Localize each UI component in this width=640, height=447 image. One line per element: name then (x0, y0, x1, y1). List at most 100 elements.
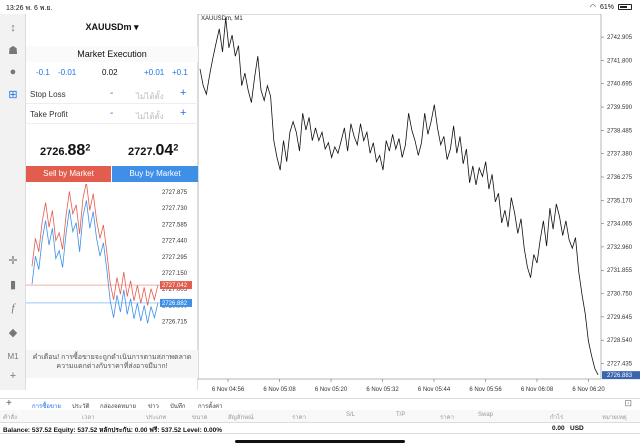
execution-type[interactable]: Market Execution (26, 46, 198, 62)
price-line (199, 18, 599, 375)
volume-plus-large[interactable]: +0.1 (172, 68, 188, 77)
volume-plus-small[interactable]: +0.01 (144, 68, 165, 77)
chat-icon[interactable]: ● (9, 66, 17, 78)
col-tp: T/P (396, 412, 406, 418)
col-swap: Swap (478, 412, 494, 418)
person-add-icon[interactable]: ☗ (8, 44, 18, 57)
tick-axis-label: 2727.585 (162, 222, 188, 228)
price-chart[interactable]: 2742.905 2741.800 2740.695 2739.590 2738.485… (197, 13, 640, 398)
y-tick-label: 2741.800 (607, 58, 633, 64)
y-tick-label: 2742.905 (607, 35, 633, 41)
table-header: คำสั่ง เวลา ประเภท ขนาด สัญลักษณ์ ราคา S… (0, 410, 640, 422)
stop-loss-field: Stop Loss - ไม่ได้ตั้ง + (26, 86, 198, 104)
tool-sidebar: ↕ ☗ ● ⊞ ✛ ▮ f ◆ M1 + (0, 14, 26, 390)
col-type: ประเภท (146, 415, 167, 421)
bid-price-label: 2726.882 (162, 301, 188, 307)
x-tick-label: 6 Nov 06:20 (572, 387, 605, 393)
y-tick-label: 2728.540 (607, 338, 633, 344)
y-tick-label: 2732.960 (607, 245, 633, 251)
tick-axis-label: 2727.730 (162, 206, 188, 212)
take-profit-minus[interactable]: - (110, 108, 114, 119)
x-tick-label: 6 Nov 05:20 (315, 387, 348, 393)
stop-loss-label: Stop Loss (30, 90, 66, 99)
sell-price: 2726.882 (40, 142, 91, 159)
battery-level: 61% (599, 3, 614, 11)
buy-button[interactable]: Buy by Market (112, 166, 198, 182)
col-size: ขนาด (192, 415, 208, 421)
indicators-icon[interactable]: f (11, 302, 15, 314)
buy-price: 2727.042 (128, 142, 179, 159)
status-bar: 13:26 พ. 6 พ.ย. ◠ 61% (0, 0, 640, 14)
tick-axis-label: 2726.715 (162, 320, 188, 326)
tick-chart: 2727.875 2727.730 2727.585 2727.440 2727.295… (26, 184, 192, 326)
stop-loss-input[interactable]: ไม่ได้ตั้ง (136, 92, 164, 101)
total-profit: 0.00 (552, 425, 565, 432)
bid-line (31, 200, 159, 324)
tab-mailbox[interactable]: กล่องจดหมาย (100, 404, 137, 410)
tick-axis-label: 2727.005 (162, 287, 188, 293)
y-tick-label: 2731.855 (607, 268, 633, 274)
add-icon[interactable]: + (9, 370, 17, 382)
x-tick-label: 6 Nov 06:08 (521, 387, 554, 393)
take-profit-input[interactable]: ไม่ได้ตั้ง (136, 112, 164, 121)
take-profit-plus[interactable]: + (180, 107, 187, 119)
col-price: ราคา (292, 415, 306, 421)
col-profit: กำไร (550, 415, 564, 421)
tick-axis-label: 2727.875 (162, 190, 188, 196)
sell-button[interactable]: Sell by Market (26, 166, 111, 182)
tick-axis-label: 2727.295 (162, 255, 188, 261)
add-icon[interactable]: + (6, 398, 12, 409)
x-tick-label: 6 Nov 05:32 (366, 387, 399, 393)
objects-icon[interactable]: ◆ (8, 326, 18, 339)
crosshair-icon[interactable]: ✛ (8, 254, 18, 267)
volume-minus-small[interactable]: -0.01 (58, 68, 77, 77)
current-price-marker (602, 371, 640, 380)
quotes-icon[interactable]: ↕ (10, 22, 16, 34)
ask-price-marker (160, 281, 192, 290)
stop-loss-minus[interactable]: - (110, 88, 114, 99)
col-symbol: สัญลักษณ์ (228, 415, 254, 421)
x-tick-label: 6 Nov 04:56 (212, 387, 245, 393)
tab-history[interactable]: ประวัติ (72, 404, 90, 410)
balance-row: Balance: 537.52 Equity: 537.52 หลักประกั… (0, 422, 640, 434)
caret-down-icon: ▾ (134, 22, 139, 32)
ask-price-label: 2727.042 (162, 283, 188, 289)
tick-axis-label: 2727.150 (162, 271, 188, 277)
tab-news[interactable]: ข่าว (148, 404, 159, 410)
y-tick-label: 2736.275 (607, 175, 633, 181)
y-tick-label: 2735.170 (607, 198, 633, 204)
x-tick-label: 6 Nov 05:08 (263, 387, 296, 393)
current-price-label: 2726.883 (607, 373, 633, 379)
volume-stepper: -0.1 -0.01 0.02 +0.01 +0.1 (26, 68, 198, 82)
collapse-icon[interactable]: ⊡ (624, 398, 632, 408)
y-tick-label: 2740.695 (607, 82, 633, 88)
y-tick-label: 2729.645 (607, 315, 633, 321)
col-price2: ราคา (440, 415, 454, 421)
terminal-tabs: + การซื้อขาย ประวัติ กล่องจดหมาย ข่าว บั… (0, 398, 640, 412)
col-order: คำสั่ง (3, 415, 17, 421)
candles-icon[interactable]: ▮ (9, 278, 17, 291)
currency: USD (570, 425, 584, 432)
col-sl: S/L (346, 412, 356, 418)
x-tick-label: 6 Nov 05:44 (418, 387, 451, 393)
new-order-icon[interactable]: ⊞ (8, 88, 18, 101)
wifi-icon: ◠ (589, 4, 596, 11)
price-display: 2726.882 2727.042 (26, 142, 198, 164)
status-time: 13:26 พ. 6 พ.ย. (6, 5, 53, 12)
balance-summary: Balance: 537.52 Equity: 537.52 หลักประกั… (3, 427, 222, 434)
home-indicator (235, 440, 405, 443)
timeframe-button[interactable]: M1 (7, 351, 19, 361)
tab-settings[interactable]: การตั้งค่า (198, 404, 223, 410)
order-panel: XAUUSDm ▾ Market Execution -0.1 -0.01 0.… (26, 14, 198, 390)
chart-canvas: 2742.905 2741.800 2740.695 2739.590 2738.485… (197, 13, 640, 393)
take-profit-label: Take Profit (30, 110, 68, 119)
y-tick-label: 2737.380 (607, 152, 633, 158)
symbol-selector[interactable]: XAUUSDm ▾ (85, 22, 139, 32)
battery-icon (618, 4, 632, 10)
tab-journal[interactable]: บันทึก (170, 404, 186, 410)
chart-title: XAUUSDm, M1 (201, 16, 243, 22)
volume-minus-large[interactable]: -0.1 (36, 68, 50, 77)
volume-value[interactable]: 0.02 (102, 68, 118, 77)
y-tick-label: 2730.750 (607, 292, 633, 298)
stop-loss-plus[interactable]: + (180, 87, 187, 99)
